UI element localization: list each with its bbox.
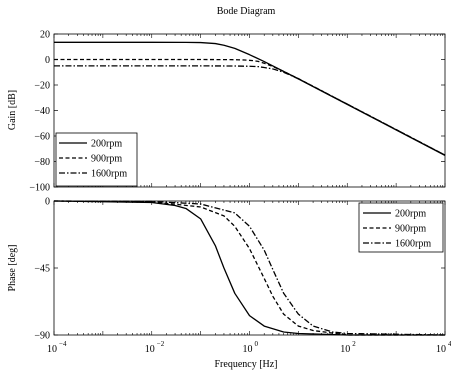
gain-panel: Gain [dB] 20 0 −20 −40 −60 −80 −100 200rpm 900r… [7, 30, 446, 194]
gain-y-tick-label: −60 [34, 132, 50, 143]
phase-y-tick-label: 0 [45, 197, 50, 208]
x-tick-label-exponent: −4 [59, 340, 67, 348]
gain-legend-label: 900rpm [91, 154, 122, 165]
phase-axis-label: Phase [deg] [7, 245, 18, 292]
gain-legend-label: 200rpm [91, 139, 122, 150]
phase-series-200rpm [53, 200, 445, 336]
phase-legend: 200rpm 900rpm 1600rpm [358, 202, 444, 253]
gain-series-1600rpm [54, 65, 446, 156]
phase-legend-label: 900rpm [395, 224, 426, 235]
phase-series-1600rpm [53, 200, 446, 336]
phase-legend-label: 200rpm [395, 209, 426, 220]
phase-panel: Phase [deg] 0 −45 −90 200rpm 900rpm 1600rpm [7, 197, 446, 342]
x-tick-labels: 10 −4 10 −2 10 0 10 2 10 4 [47, 340, 451, 355]
x-tick-label-exponent: 4 [448, 340, 451, 348]
x-tick-label: 10 [243, 344, 253, 355]
gain-y-tick-label: −80 [34, 157, 50, 168]
x-tick-label-exponent: −2 [157, 340, 165, 348]
x-tick-label: 10 [145, 344, 155, 355]
phase-y-tick-label: −45 [34, 264, 50, 275]
gain-y-tick-label: −20 [34, 81, 50, 92]
x-tick-label: 10 [436, 344, 446, 355]
gain-legend-box [55, 132, 138, 187]
x-axis-label: Frequency [Hz] [214, 359, 277, 370]
chart-title: Bode Diagram [217, 6, 276, 17]
gain-legend-label: 1600rpm [91, 169, 127, 180]
gain-legend: 200rpm 900rpm 1600rpm [55, 132, 138, 187]
gain-y-tick-label: 0 [45, 55, 50, 66]
gain-y-tick-label: −40 [34, 106, 50, 117]
x-tick-label-exponent: 2 [352, 340, 356, 348]
x-tick-label: 10 [340, 344, 350, 355]
x-tick-label: 10 [47, 344, 57, 355]
x-tick-label-exponent: 0 [255, 340, 259, 348]
phase-y-tick-label: −90 [34, 331, 50, 342]
phase-series-900rpm [53, 200, 445, 336]
phase-legend-label: 1600rpm [395, 239, 431, 250]
gain-y-tick-label: 20 [40, 30, 50, 41]
gain-y-tick-label: −100 [29, 183, 50, 194]
gain-axis-label: Gain [dB] [7, 90, 18, 130]
